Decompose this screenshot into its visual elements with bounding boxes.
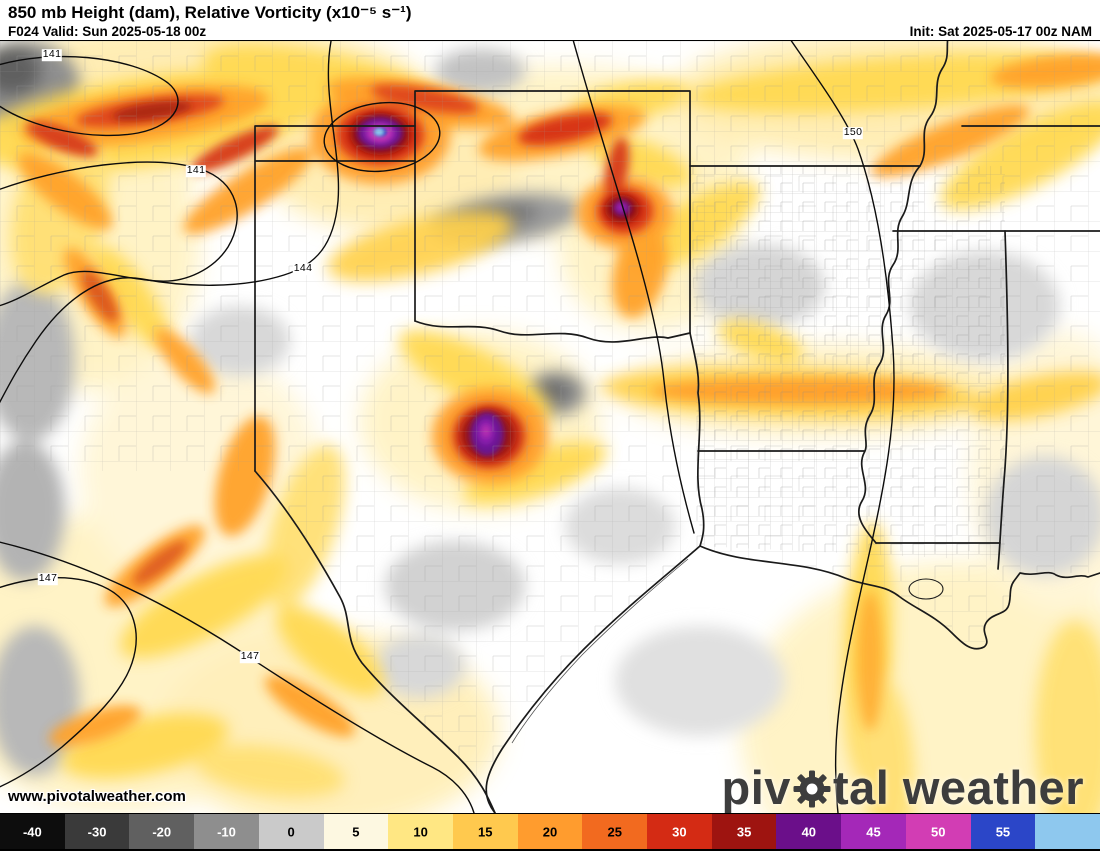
colorbar-tick-label: -10 [217, 824, 236, 839]
pivotal-weather-logo: piv [722, 764, 1084, 811]
watermark-url: www.pivotalweather.com [8, 788, 186, 805]
logo-text-left: piv [721, 761, 791, 814]
colorbar-tick-label: -40 [22, 824, 42, 839]
colorbar-tick-label: 30 [672, 824, 687, 839]
height-contours [0, 41, 895, 813]
colorbar-segment [452, 814, 518, 849]
colorbar-segment [323, 814, 389, 849]
colorbar-tick-label: 5 [352, 824, 360, 839]
colorbar-segment [64, 814, 130, 849]
colorbar-tick-label: 45 [866, 824, 881, 839]
barrier-island-line [511, 558, 689, 744]
state-boundaries [254, 41, 1100, 813]
contour-label-147-b: 147 [239, 650, 261, 663]
colorbar-segment [0, 814, 65, 849]
contour-label-147-a: 147 [37, 572, 59, 585]
colorbar-segment [1035, 814, 1100, 849]
colorbar-tick-label: 15 [478, 824, 493, 839]
county-lines [0, 41, 1100, 813]
header: 850 mb Height (dam), Relative Vorticity … [0, 0, 1100, 40]
colorbar-segment [517, 814, 583, 849]
colorbar-tick-label: 55 [995, 824, 1011, 839]
colorbar-segment [970, 814, 1036, 849]
colorbar-tick-label: 0 [287, 824, 295, 839]
colorbar-segment [194, 814, 259, 849]
init-label: Init: Sat 2025-05-17 00z NAM [909, 23, 1092, 39]
colorbar-segment [841, 814, 906, 849]
colorbar: -40 -30 -20 -10 0 5 10 15 20 25 30 35 40 45 50 55 [0, 813, 1100, 851]
colorbar-tick-label: 20 [542, 824, 558, 839]
forecast-valid-label: F024 Valid: Sun 2025-05-18 00z [8, 23, 207, 39]
contour-label-144: 144 [292, 262, 314, 275]
weather-map: 141 141 144 147 147 150 www.pivotalweath… [0, 40, 1100, 813]
contour-label-141-b: 141 [185, 164, 207, 177]
colorbar-segment [711, 814, 777, 849]
contour-label-150: 150 [842, 126, 864, 139]
colorbar-tick-label: -20 [152, 824, 172, 839]
colorbar-segment [258, 814, 324, 849]
colorbar-segments [0, 814, 1100, 849]
colorbar-segment [582, 814, 648, 849]
map-title: 850 mb Height (dam), Relative Vorticity … [8, 3, 412, 22]
colorbar-segment [776, 814, 842, 849]
colorbar-tick-label: 10 [413, 824, 428, 839]
colorbar-ticks: -40 -30 -20 -10 0 5 10 15 20 25 30 35 40 45 50 55 [0, 814, 1100, 849]
map-canvas [0, 41, 1100, 813]
colorbar-tick-label: 25 [607, 824, 622, 839]
colorbar-segment [647, 814, 712, 849]
colorbar-segment [905, 814, 971, 849]
gear-icon [792, 769, 832, 809]
colorbar-tick-label: -30 [87, 824, 107, 839]
logo-text-right: tal weather [832, 761, 1084, 814]
contour-label-141-a: 141 [41, 48, 63, 61]
colorbar-segment [388, 814, 453, 849]
colorbar-tick-label: 50 [931, 824, 946, 839]
colorbar-tick-label: 40 [801, 824, 817, 839]
colorbar-segment [129, 814, 195, 849]
colorbar-tick-label: 35 [736, 824, 752, 839]
